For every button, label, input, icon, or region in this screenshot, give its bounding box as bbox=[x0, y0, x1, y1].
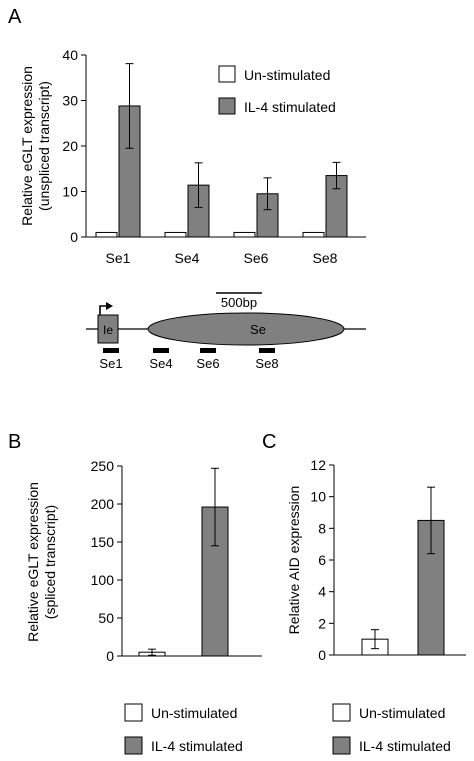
legend-a-il4-label: IL-4 stimulated bbox=[244, 99, 336, 115]
panel-label-a: A bbox=[8, 6, 22, 28]
chart-b-y-label-line2: (spliced transcript) bbox=[42, 505, 58, 619]
legend-a-il4-swatch bbox=[218, 97, 236, 115]
legend-c: Un-stimulated IL-4 stimulated bbox=[332, 703, 451, 755]
switch-region-ellipse bbox=[147, 312, 345, 346]
chart-c-y-tick-label: 10 bbox=[310, 489, 326, 505]
legend-a: Un-stimulated IL-4 stimulated bbox=[218, 65, 336, 115]
chart-a-unstimulated-bar bbox=[164, 231, 187, 238]
ie-exon-box bbox=[97, 314, 119, 344]
legend-b-unstimulated-label: Un-stimulated bbox=[151, 705, 237, 721]
chart-a-x-tick-label: Se6 bbox=[244, 250, 269, 266]
switch-region-label: Se bbox=[250, 322, 266, 337]
chart-a: Relative eGLT expression (unspliced tran… bbox=[19, 47, 366, 266]
legend-a-unstimulated-swatch bbox=[218, 65, 236, 83]
legend-c-il4-swatch bbox=[332, 736, 351, 755]
chart-a-y-tick-label: 40 bbox=[62, 47, 78, 63]
chart-b-y-tick-label: 250 bbox=[91, 458, 115, 474]
legend-b-il4-swatch bbox=[124, 736, 143, 755]
chart-a-unstimulated-bar bbox=[95, 231, 118, 238]
chart-a-unstimulated-bar bbox=[302, 231, 325, 238]
probe-se6-label: Se6 bbox=[196, 356, 219, 371]
panel-label-c: C bbox=[262, 431, 276, 453]
chart-c-y-tick-label: 6 bbox=[318, 552, 326, 568]
panel-label-b: B bbox=[8, 431, 21, 453]
chart-a-y-axis-label: Relative eGLT expression (unspliced tran… bbox=[19, 66, 52, 226]
chart-b-y-tick-label: 0 bbox=[106, 648, 114, 664]
gene-diagram: 500bp Ie Se Se1 Se4 Se6 Se8 bbox=[86, 292, 366, 371]
legend-b-il4-label: IL-4 stimulated bbox=[151, 738, 243, 754]
chart-a-y-label-line2: (unspliced transcript) bbox=[36, 81, 52, 211]
chart-c-y-label-line1: Relative AID expression bbox=[286, 486, 302, 635]
chart-c-y-tick-label: 12 bbox=[310, 457, 326, 473]
chart-b-y-tick-label: 200 bbox=[91, 496, 115, 512]
legend-c-unstimulated-swatch bbox=[332, 703, 351, 722]
scale-bar-label: 500bp bbox=[221, 295, 257, 310]
probe-se8-label: Se8 bbox=[255, 356, 278, 371]
chart-a-x-tick-label: Se1 bbox=[106, 250, 131, 266]
probe-se8-bar bbox=[259, 348, 275, 353]
ie-exon-label: Ie bbox=[103, 323, 113, 337]
legend-b-unstimulated-swatch bbox=[124, 703, 143, 722]
chart-c-y-tick-label: 0 bbox=[318, 647, 326, 663]
probe-se1-label: Se1 bbox=[99, 356, 122, 371]
chart-a-x-tick-label: Se4 bbox=[175, 250, 200, 266]
chart-b-y-tick-label: 150 bbox=[91, 534, 115, 550]
probe-se4-bar bbox=[153, 348, 169, 353]
chart-a-y-tick-label: 0 bbox=[70, 229, 78, 245]
legend-b: Un-stimulated IL-4 stimulated bbox=[124, 703, 243, 755]
legend-c-il4-label: IL-4 stimulated bbox=[359, 738, 451, 754]
chart-a-y-label-line1: Relative eGLT expression bbox=[19, 66, 35, 226]
chart-b-y-axis-label: Relative eGLT expression (spliced transc… bbox=[25, 482, 58, 642]
chart-b-y-label-line1: Relative eGLT expression bbox=[25, 482, 41, 642]
chart-a-y-tick-label: 30 bbox=[62, 93, 78, 109]
chart-c-y-tick-label: 2 bbox=[318, 615, 326, 631]
arrowhead-icon bbox=[106, 302, 113, 310]
chart-c-y-tick-label: 8 bbox=[318, 520, 326, 536]
chart-b: Relative eGLT expression (spliced transc… bbox=[25, 458, 262, 664]
probe-se6-bar bbox=[200, 348, 216, 353]
chart-c-y-axis-label: Relative AID expression bbox=[286, 486, 302, 635]
probe-se4-label: Se4 bbox=[149, 356, 172, 371]
probe-se1-bar bbox=[103, 348, 119, 353]
legend-c-unstimulated-label: Un-stimulated bbox=[359, 705, 445, 721]
chart-a-y-tick-label: 20 bbox=[62, 138, 78, 154]
chart-b-y-tick-label: 100 bbox=[91, 572, 115, 588]
chart-a-x-tick-label: Se8 bbox=[313, 250, 338, 266]
chart-c: Relative AID expression 0 2 4 6 8 10 12 bbox=[286, 457, 466, 663]
chart-b-y-tick-label: 50 bbox=[98, 610, 114, 626]
chart-a-unstimulated-bar bbox=[233, 231, 256, 238]
chart-a-y-tick-label: 10 bbox=[62, 184, 78, 200]
chart-c-y-tick-label: 4 bbox=[318, 584, 326, 600]
legend-a-unstimulated-label: Un-stimulated bbox=[244, 67, 330, 83]
